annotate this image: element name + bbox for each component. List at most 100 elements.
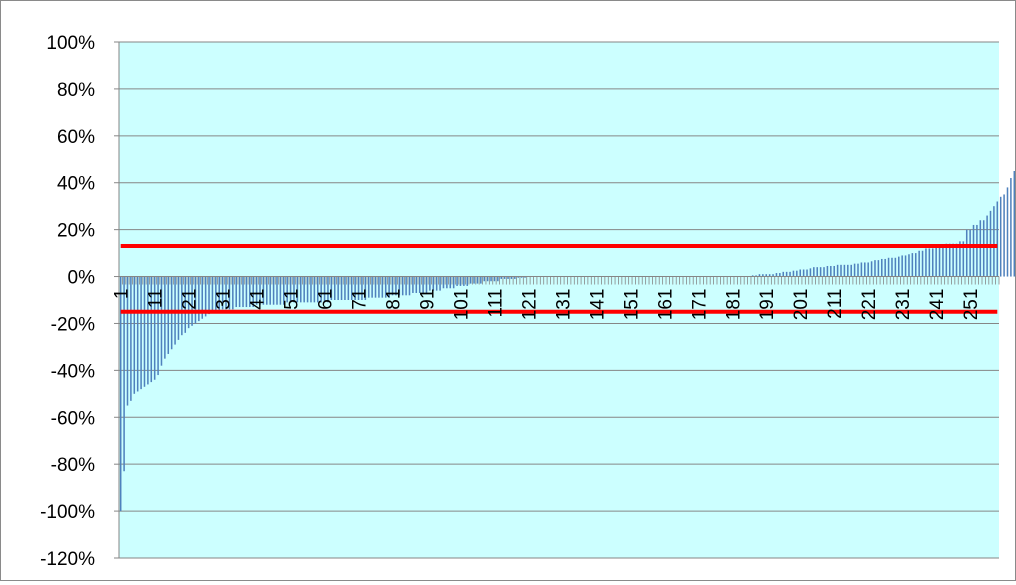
bar <box>836 264 839 277</box>
bar <box>157 276 159 376</box>
bar <box>500 276 502 279</box>
bar <box>520 276 523 278</box>
bar <box>819 267 822 277</box>
bar <box>442 276 445 289</box>
bar <box>225 276 227 310</box>
bar <box>887 257 890 277</box>
bar <box>826 265 829 277</box>
bar <box>432 276 435 291</box>
y-tick-label: -80% <box>51 455 95 476</box>
bar <box>194 276 197 324</box>
bar <box>395 276 397 296</box>
bar <box>452 276 455 289</box>
bar <box>204 276 207 317</box>
bar <box>884 258 886 277</box>
x-tick-label: 51 <box>282 289 303 310</box>
bar <box>898 256 900 277</box>
x-tick-labels: 1 11 21 31 41 51 61 71 81 91 101 111 121 131 141 151 161… <box>112 289 982 321</box>
bar <box>768 274 771 277</box>
bar <box>164 276 166 359</box>
bar <box>789 271 791 277</box>
bar <box>215 276 217 312</box>
bar <box>517 276 519 278</box>
bar <box>1013 171 1016 277</box>
bar <box>809 268 812 277</box>
bar <box>959 241 961 277</box>
bar <box>371 276 373 298</box>
bar <box>908 254 910 277</box>
bar <box>140 276 142 390</box>
bar <box>486 276 489 282</box>
x-tick-label: 221 <box>859 289 880 321</box>
bar <box>785 271 788 277</box>
bar <box>198 276 200 322</box>
x-tick-label: 161 <box>655 289 676 321</box>
bar <box>130 276 132 401</box>
bar <box>439 276 441 291</box>
bar <box>830 265 832 277</box>
bar <box>989 210 992 277</box>
bar <box>935 246 937 277</box>
bar <box>347 276 350 300</box>
bar <box>344 276 346 300</box>
bar <box>340 276 343 300</box>
bar <box>211 276 214 312</box>
bar <box>303 276 305 303</box>
bar <box>510 276 513 279</box>
x-tick-label: 191 <box>757 289 778 321</box>
bar <box>367 276 370 298</box>
bar <box>276 276 278 305</box>
bar <box>418 276 421 293</box>
x-tick-label: 171 <box>689 289 710 321</box>
bar <box>408 276 411 296</box>
x-tick-label: 251 <box>961 289 982 321</box>
bar <box>133 276 136 394</box>
bar <box>266 276 268 305</box>
bar <box>762 274 764 277</box>
bar <box>775 273 778 277</box>
y-tick-label: 40% <box>57 174 95 195</box>
y-tick-label: 100% <box>46 33 95 54</box>
bar <box>283 276 285 305</box>
bar <box>323 276 326 303</box>
bar <box>877 260 880 277</box>
bar <box>381 276 384 298</box>
bar <box>813 267 815 277</box>
bar <box>945 243 948 277</box>
bar <box>310 276 312 303</box>
bar <box>870 261 873 277</box>
x-tick-label: 21 <box>180 289 201 310</box>
bar <box>425 276 428 293</box>
bar <box>327 276 329 303</box>
bar <box>286 276 288 303</box>
bar <box>982 220 985 277</box>
bar <box>262 276 265 305</box>
x-tick-label: 61 <box>316 289 337 310</box>
bar <box>901 255 903 277</box>
bar <box>320 276 322 303</box>
x-tick-label: 181 <box>723 289 744 321</box>
bar <box>208 276 210 315</box>
bar <box>1010 178 1012 277</box>
bar <box>272 276 275 305</box>
bar <box>245 276 248 308</box>
bar <box>259 276 261 305</box>
bar <box>296 276 299 303</box>
bar <box>313 276 316 303</box>
y-tick-label: 0% <box>68 268 96 289</box>
bar <box>350 276 353 300</box>
bar-series <box>119 171 1016 512</box>
bar <box>361 276 363 300</box>
bar <box>279 276 282 305</box>
bar <box>792 270 795 277</box>
bar <box>955 243 958 277</box>
bar <box>925 248 927 277</box>
bar <box>942 246 944 277</box>
x-tick-marks <box>119 276 1000 285</box>
x-tick-label: 241 <box>927 289 948 321</box>
x-tick-label: 91 <box>417 289 438 310</box>
bar <box>401 276 404 296</box>
bar <box>378 276 380 298</box>
bar <box>918 250 920 277</box>
